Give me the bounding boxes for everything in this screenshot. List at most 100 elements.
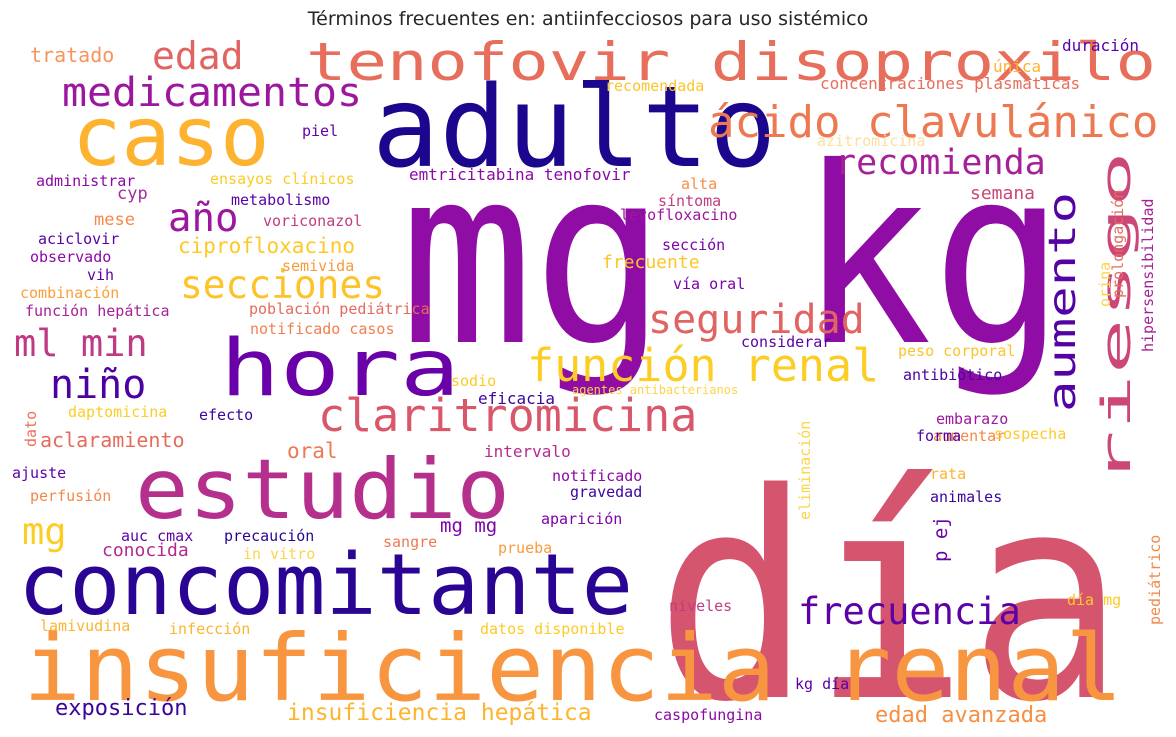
word-seccion: sección (662, 236, 725, 254)
word-notificado: notificado (552, 467, 642, 485)
word-gravedad: gravedad (570, 483, 642, 501)
word-poblacion-pediatrica: población pediátrica (249, 300, 430, 318)
word-recomendada: recomendada (605, 77, 704, 95)
word-levofloxacino: levofloxacino (620, 206, 737, 224)
word-voriconazol: voriconazol (263, 212, 362, 230)
word-unica: única (993, 57, 1041, 76)
word-edad-avanzada: edad avanzada (875, 703, 1047, 728)
word-orina: orina (1096, 262, 1114, 307)
word-administrar: administrar (36, 172, 135, 190)
word-p-ej: p ej (930, 516, 952, 562)
word-in-vitro: in vitro (243, 545, 315, 563)
word-tenofovir-disoproxilo: tenofovir disoproxilo (306, 32, 1156, 93)
word-ciprofloxacino: ciprofloxacino (178, 234, 355, 258)
word-notificado-casos: notificado casos (250, 320, 395, 338)
word-mese: mese (94, 210, 135, 230)
word-semivida: semivida (282, 257, 354, 275)
word-recomienda: recomienda (835, 143, 1046, 183)
word-efecto: efecto (199, 406, 253, 424)
word-nino: niño (50, 362, 146, 408)
word-sodio: sodio (451, 372, 496, 390)
word-combinacion: combinación (20, 284, 119, 302)
word-aclaramiento: aclaramiento (40, 428, 185, 452)
word-via-oral: vía oral (673, 275, 745, 293)
word-frecuente: frecuente (602, 252, 700, 273)
word-prolongacion: prolongación (1109, 190, 1127, 298)
word-edad: edad (152, 34, 244, 78)
word-ajuste: ajuste (12, 464, 66, 482)
word-perfusion: perfusión (30, 487, 111, 505)
word-infeccion: infección (169, 620, 250, 638)
word-hora: hora (220, 324, 460, 414)
word-exposicion: exposición (55, 696, 187, 721)
word-sangre: sangre (383, 533, 437, 551)
word-aumento: aumento (1041, 192, 1084, 412)
word-peso-corporal: peso corporal (898, 342, 1015, 360)
word-aparicion: aparición (541, 510, 622, 528)
word-funcion-hepatica: función hepática (25, 302, 170, 320)
word-eficacia: eficacia (478, 389, 555, 408)
word-azitromicina: azitromicina (817, 132, 925, 150)
word-medicamentos: medicamentos (62, 70, 362, 116)
word-precaucion: precaución (224, 527, 314, 545)
word-niveles: niveles (669, 597, 732, 615)
word-insuficiencia-hepatica: insuficiencia hepática (287, 700, 592, 726)
word-alta: alta (681, 175, 717, 193)
word-semana: semana (970, 183, 1035, 204)
chart-title: Términos frecuentes en: antiinfecciosos … (307, 8, 869, 30)
word-prueba: prueba (498, 539, 552, 557)
word-duracion: duración (1062, 36, 1139, 55)
word-mg-kg: mg kg (400, 115, 1065, 400)
word-acido-clavulanico: ácido clavulánico (708, 97, 1158, 148)
word-conocida: conocida (102, 540, 189, 561)
word-forma: forma (916, 427, 961, 445)
word-emtricitabina-tenofovir: emtricitabina tenofovir (409, 165, 631, 184)
word-agentes-antibacterianos: agentes antibacterianos (572, 383, 738, 397)
word-aumentar: aumentar (933, 427, 1005, 445)
word-oral: oral (287, 439, 338, 463)
word-considerar: considerar (741, 333, 831, 351)
word-concomitante: concomitante (18, 536, 633, 635)
word-piel: piel (302, 122, 338, 140)
word-ano: año (168, 196, 238, 241)
word-frecuencia: frecuencia (798, 590, 1021, 633)
word-concentraciones-plasmaticas: concentraciones plasmáticas (820, 74, 1080, 93)
word-sintoma: síntoma (658, 192, 721, 210)
word-observado: observado (30, 248, 111, 266)
word-dato: dato (22, 411, 40, 447)
word-kg-dia: kg día (795, 675, 849, 693)
word-claritromicina: claritromicina (318, 389, 697, 442)
word-riesgo: riesgo (1094, 151, 1140, 486)
word-aciclovir: aciclovir (38, 230, 119, 248)
word-ensayos-clinicos: ensayos clínicos (210, 170, 355, 188)
word-funcion-renal: función renal (527, 339, 879, 392)
word-eliminacion: eliminación (796, 421, 814, 520)
word-adulto: adulto (372, 63, 777, 193)
word-mg: mg (22, 510, 67, 553)
word-intervalo: intervalo (484, 442, 571, 461)
word-estudio: estudio (135, 441, 510, 538)
word-metabolismo: metabolismo (231, 191, 330, 209)
word-mg-mg: mg mg (440, 515, 497, 537)
word-cyp: cyp (117, 184, 148, 204)
word-animales: animales (930, 488, 1002, 506)
word-sospecha: sospecha (994, 425, 1066, 443)
word-secciones: secciones (180, 263, 385, 308)
word-lamivudina: lamivudina (40, 617, 130, 635)
word-hipersensibilidad: hipersensibilidad (1139, 198, 1157, 352)
word-datos-disponible: datos disponible (480, 620, 625, 638)
word-dia-mg: día mg (1067, 591, 1121, 609)
word-caspofungina: caspofungina (654, 706, 762, 724)
word-rata: rata (930, 465, 966, 483)
word-ml-min: ml min (14, 322, 148, 365)
word-pediatrico: pediátrico (1146, 535, 1164, 625)
word-daptomicina: daptomicina (68, 403, 167, 421)
word-embarazo: embarazo (936, 410, 1008, 428)
word-insuficiencia-renal: insuficiencia renal (23, 615, 1123, 722)
word-tratado: tratado (30, 43, 114, 67)
word-auc-cmax: auc cmax (121, 527, 193, 545)
word-vih: vih (87, 266, 114, 284)
word-dia: día (655, 433, 1125, 737)
